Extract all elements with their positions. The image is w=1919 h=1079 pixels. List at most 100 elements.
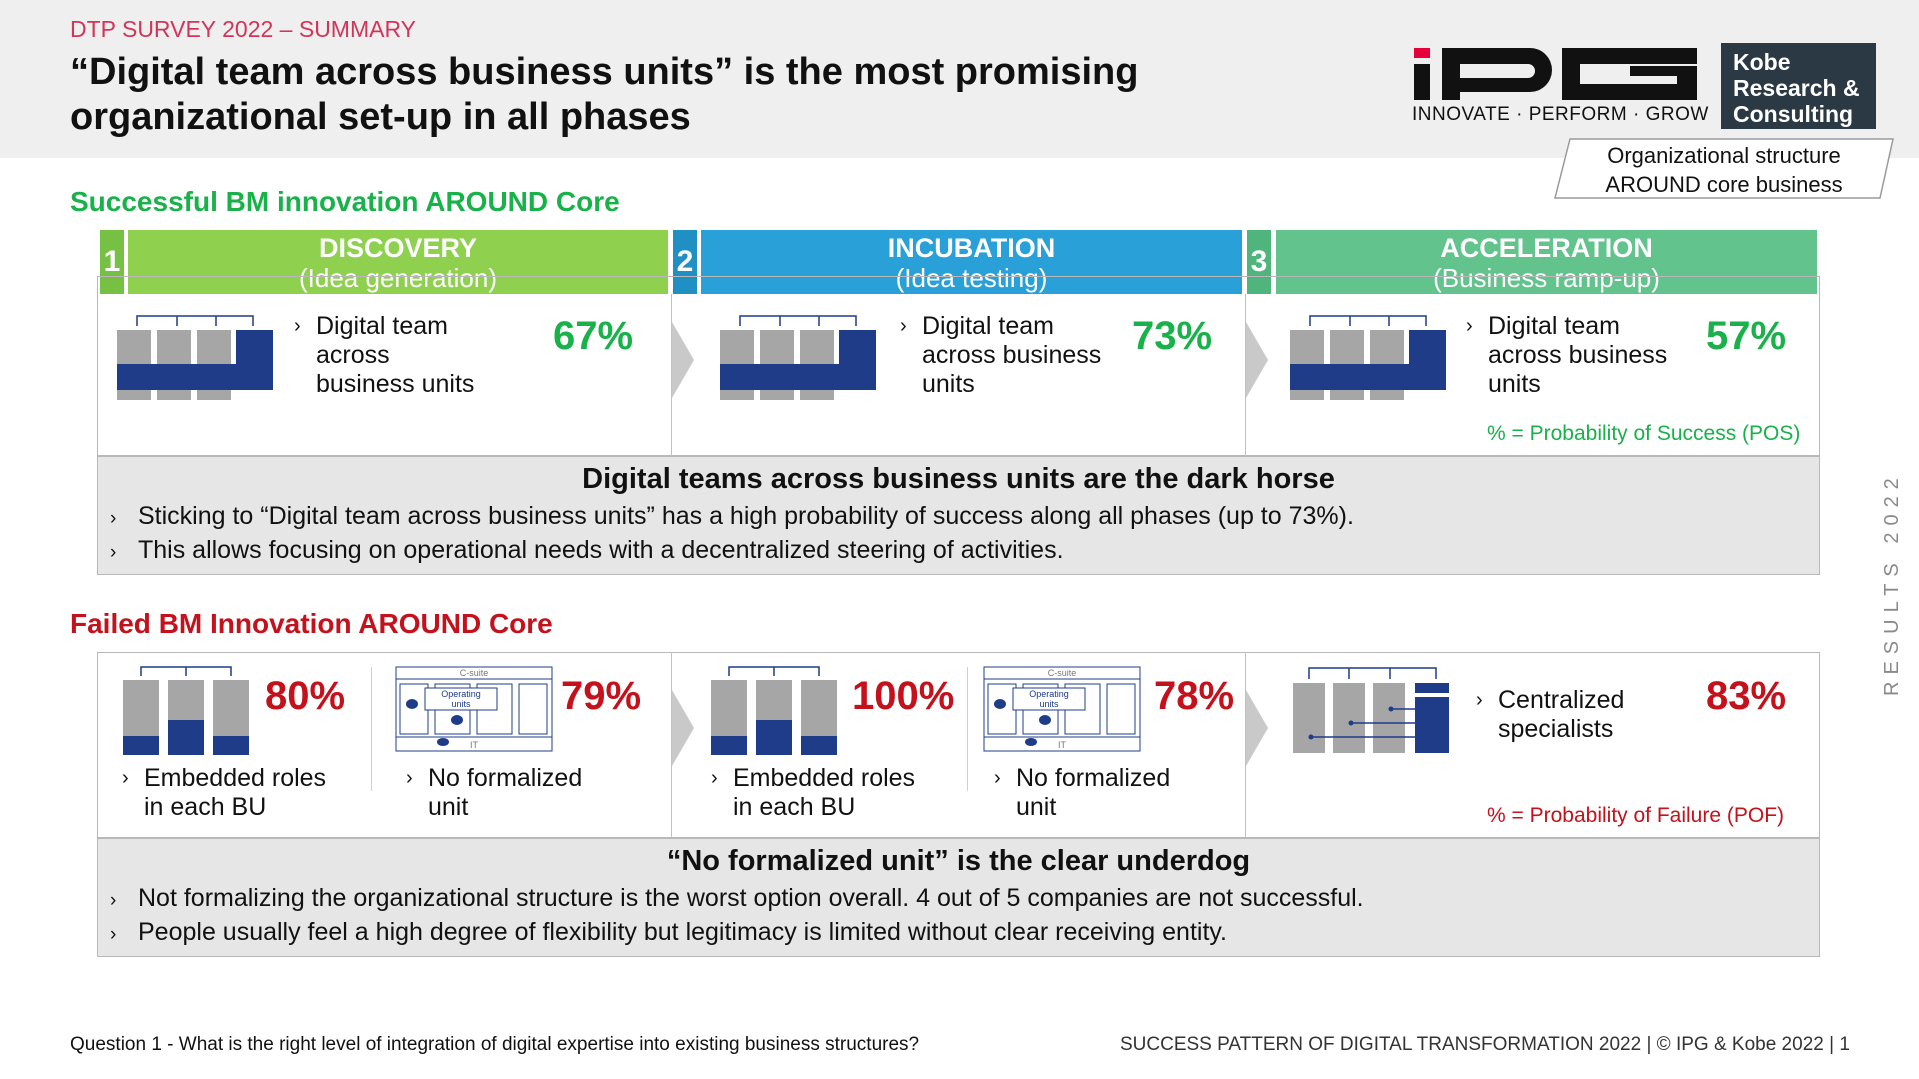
success-item-2: › Digital team across business units	[900, 312, 1130, 399]
phase-1-sub: (Idea generation)	[298, 263, 498, 293]
operating-label: Operating	[441, 689, 481, 699]
bullet-icon: ›	[110, 508, 117, 529]
header-band	[0, 0, 1919, 158]
chevron-right-icon	[1246, 690, 1268, 766]
success-panel	[97, 276, 1820, 456]
footer-question: Question 1 - What is the right level of …	[70, 1034, 920, 1055]
title-line-1: “Digital team across business units” is …	[70, 51, 1139, 93]
phase-3-name: ACCELERATION	[1440, 233, 1653, 263]
item-line: Digital team	[922, 312, 1054, 340]
summary-text: This allows focusing on operational need…	[138, 536, 1064, 564]
title-line-2: organizational set-up in all phases	[70, 96, 691, 138]
failed-divider-1	[671, 652, 672, 838]
success-item-3: › Digital team across business units	[1466, 312, 1696, 399]
phase-3-number: 3	[1247, 230, 1271, 294]
failed-item-3: › Embedded roles in each BU	[711, 764, 951, 822]
operating-label: Operating	[1029, 689, 1069, 699]
item-line: unit	[428, 793, 469, 821]
bullet-icon: ›	[294, 315, 301, 337]
phase-1-header: DISCOVERY (Idea generation)	[128, 230, 668, 294]
kobe-line-2: Research &	[1733, 75, 1860, 101]
it-label: IT	[1058, 740, 1067, 750]
success-pct-1: 67%	[553, 314, 634, 358]
failed-section-title: Failed BM Innovation AROUND Core	[70, 608, 553, 639]
success-summary-bullet-2: › This allows focusing on operational nee…	[110, 536, 1064, 565]
item-line: Digital team	[1488, 312, 1620, 340]
csuite-label: C-suite	[460, 668, 489, 678]
item-line: in each BU	[733, 793, 856, 821]
failed-item-2: › No formalized unit	[406, 764, 646, 822]
results-side-label: RESULTS 2022	[1870, 460, 1910, 700]
failed-item-1: › Embedded roles in each BU	[122, 764, 362, 822]
phase-3-header: ACCELERATION (Business ramp-up)	[1276, 230, 1817, 294]
success-section-title: Successful BM innovation AROUND Core	[70, 186, 620, 217]
failed-summary	[97, 838, 1820, 957]
kobe-logo: Kobe Research & Consulting	[1721, 43, 1876, 129]
phase-2-number: 2	[673, 230, 697, 294]
units-label: units	[1039, 699, 1059, 709]
units-label: units	[451, 699, 471, 709]
success-divider-1	[671, 294, 672, 456]
bullet-icon: ›	[1466, 315, 1473, 337]
summary-text: Not formalizing the organizational struc…	[138, 884, 1364, 912]
success-pct-3: 57%	[1706, 314, 1787, 358]
centralized-specialists-icon	[1291, 665, 1451, 755]
ipg-logo-graphic	[1414, 48, 1697, 100]
item-line: specialists	[1498, 715, 1614, 743]
no-formalized-unit-icon: C-suite Operating units IT	[983, 666, 1143, 752]
org-line-1: Organizational structure	[1607, 143, 1841, 168]
digital-team-across-bu-icon	[718, 312, 878, 402]
bullet-icon: ›	[406, 767, 413, 789]
phase-1-name: DISCOVERY	[318, 233, 478, 263]
failed-subdivider-1	[371, 667, 372, 791]
org-tag-shape	[1554, 138, 1894, 199]
failed-summary-title: “No formalized unit” is the clear underd…	[666, 845, 1251, 877]
success-summary-bullet-1: › Sticking to “Digital team across busine…	[110, 502, 1354, 531]
embedded-roles-icon	[709, 664, 839, 757]
ipg-logo	[1412, 44, 1697, 104]
no-formalized-unit-icon: C-suite Operating units IT	[395, 666, 555, 752]
chevron-right-icon	[672, 322, 694, 398]
phase-1-number: 1	[100, 230, 124, 294]
failed-pct-4: 78%	[1154, 674, 1235, 718]
bullet-icon: ›	[110, 542, 117, 563]
csuite-label: C-suite	[1048, 668, 1077, 678]
item-line: across business	[922, 341, 1102, 369]
failed-subdivider-2	[967, 667, 968, 791]
failed-divider-2	[1245, 652, 1246, 838]
failed-pct-5: 83%	[1706, 674, 1787, 718]
chevron-right-icon	[1246, 322, 1268, 398]
item-line: units	[1488, 370, 1541, 398]
failed-pct-2: 79%	[561, 674, 642, 718]
phase-2-name: INCUBATION	[887, 233, 1056, 263]
pos-legend: % = Probability of Success (POS)	[1487, 422, 1801, 445]
bullet-icon: ›	[110, 890, 117, 911]
item-line: across	[316, 341, 390, 369]
success-divider-2	[1245, 294, 1246, 456]
failed-pct-3: 100%	[852, 674, 955, 718]
org-structure-tag	[1554, 138, 1894, 199]
failed-item-4: › No formalized unit	[994, 764, 1234, 822]
page-title: “Digital team across business units” is …	[70, 50, 1190, 140]
phase-2-sub: (Idea testing)	[895, 263, 1048, 293]
item-line: Centralized	[1498, 686, 1625, 714]
success-item-1: › Digital team across business units	[294, 312, 514, 399]
bullet-icon: ›	[711, 767, 718, 789]
item-line: Embedded roles	[733, 764, 916, 792]
org-structure-text: Organizational structure AROUND core bus…	[1554, 141, 1894, 199]
item-line: business units	[316, 370, 475, 398]
bullet-icon: ›	[994, 767, 1001, 789]
item-line: No formalized	[428, 764, 583, 792]
failed-summary-bullet-1: › Not formalizing the organizational stru…	[110, 884, 1364, 913]
success-pct-2: 73%	[1132, 314, 1213, 358]
footer-source: SUCCESS PATTERN OF DIGITAL TRANSFORMATIO…	[1120, 1034, 1850, 1055]
ipg-tagline: INNOVATE · PERFORM · GROW	[1412, 104, 1709, 125]
item-line: across business	[1488, 341, 1668, 369]
item-line: Digital team	[316, 312, 448, 340]
phase-3-sub: (Business ramp-up)	[1433, 263, 1660, 293]
it-label: IT	[470, 740, 479, 750]
phase-2-header: INCUBATION (Idea testing)	[701, 230, 1242, 294]
digital-team-across-bu-icon	[115, 312, 275, 402]
item-line: Embedded roles	[144, 764, 327, 792]
kobe-line-3: Consulting	[1733, 101, 1854, 127]
